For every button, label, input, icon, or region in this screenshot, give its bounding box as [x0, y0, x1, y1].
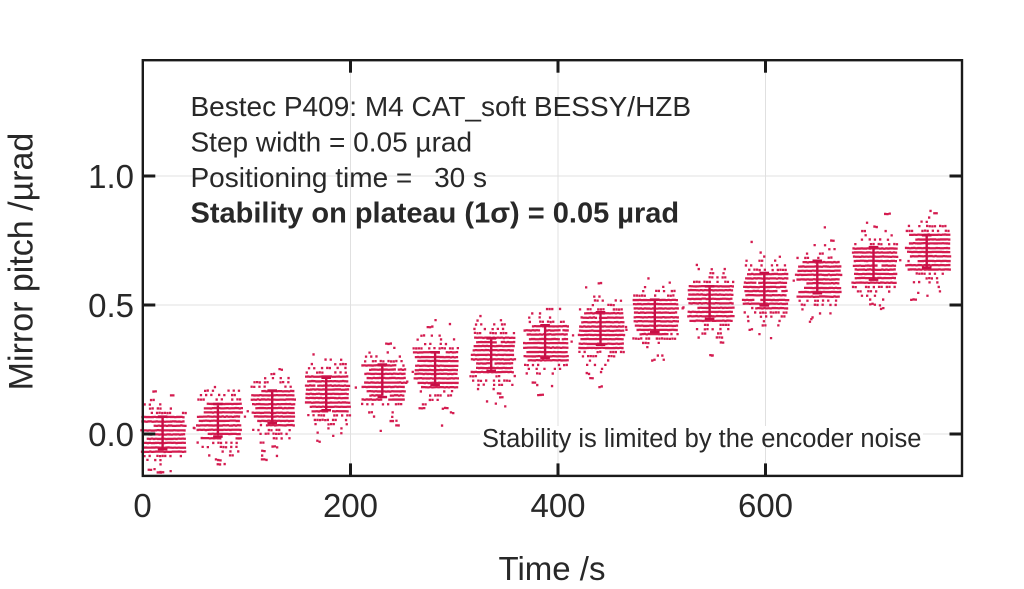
svg-text:400: 400: [530, 487, 585, 524]
svg-text:0.0: 0.0: [88, 416, 134, 453]
svg-text:1.0: 1.0: [88, 158, 134, 195]
svg-text:Stability on plateau (1σ) = 0.: Stability on plateau (1σ) = 0.05 µrad: [191, 198, 680, 230]
svg-text:600: 600: [738, 487, 793, 524]
svg-text:0.5: 0.5: [88, 287, 134, 324]
svg-text:Mirror pitch /µrad: Mirror pitch /µrad: [3, 133, 41, 391]
svg-text:Step width = 0.05 µrad: Step width = 0.05 µrad: [191, 127, 473, 158]
svg-text:Time /s: Time /s: [499, 550, 606, 587]
svg-text:200: 200: [323, 487, 378, 524]
svg-text:Bestec P409: M4 CAT_soft BESSY: Bestec P409: M4 CAT_soft BESSY/HZB: [191, 91, 692, 122]
svg-text:Positioning time = 30 s: Positioning time = 30 s: [191, 162, 488, 193]
svg-text:0: 0: [133, 487, 151, 524]
svg-text:Stability is limited by the en: Stability is limited by the encoder nois…: [482, 425, 921, 453]
